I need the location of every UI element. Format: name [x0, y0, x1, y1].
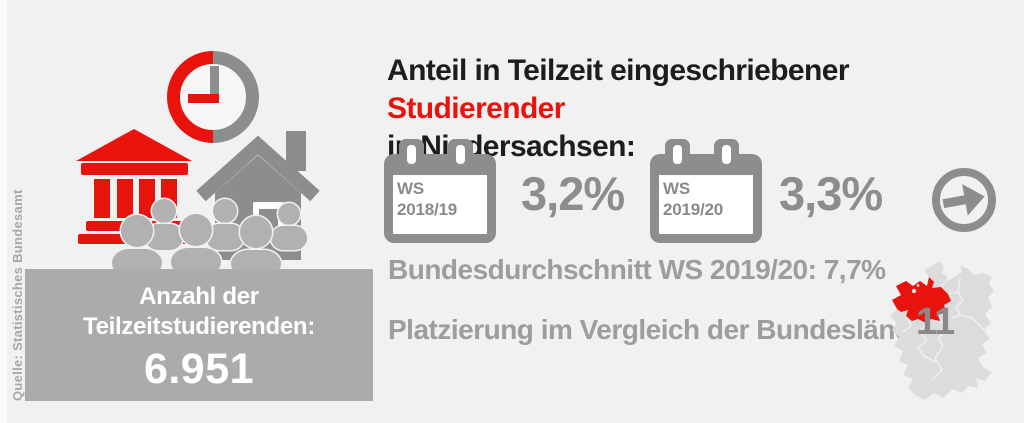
calendar-label: WS 2018/19	[397, 178, 457, 220]
calendar-label: WS 2019/20	[663, 178, 723, 220]
clock-icon	[167, 51, 259, 143]
germany-map-icon	[890, 261, 994, 400]
calendar-label-bottom: 2018/19	[397, 200, 458, 219]
stat-box-value: 6.951	[143, 345, 255, 393]
headline-text: Anteil in Teilzeit eingeschriebener	[387, 54, 850, 87]
state-borders	[902, 277, 985, 381]
share-value-ws-2019-20: 3,3%	[779, 167, 883, 220]
ranking-label: Platzierung im Vergleich der Bundeslände…	[388, 314, 946, 345]
ranking-value: 11	[916, 301, 955, 343]
calendar-ring-icon	[714, 139, 739, 174]
bremen-enclave	[911, 284, 920, 294]
stat-box-label-line2: Teilzeitstudierenden:	[83, 313, 315, 340]
calendar-label-top: WS	[663, 179, 690, 198]
headline: Anteil in Teilzeit eingeschriebener Stud…	[387, 52, 947, 166]
calendar-label-top: WS	[397, 179, 424, 198]
people-icon	[110, 197, 309, 280]
national-average-line: Bundesdurchschnitt WS 2019/20: 7,7%	[388, 254, 886, 285]
calendar-icon-ws-2018-19: WS 2018/19	[384, 139, 496, 243]
headline-highlight: Studierender	[387, 92, 565, 125]
calendar-ring-icon	[448, 139, 473, 174]
left-margin-strip	[0, 0, 7, 423]
share-value-ws-2018-19: 3,2%	[521, 167, 625, 220]
next-arrow-icon[interactable]	[930, 165, 1000, 235]
niedersachsen-region	[892, 277, 951, 323]
calendar-ring-icon	[399, 139, 424, 174]
stat-box: Anzahl der Teilzeitstudierenden: 6.951	[25, 269, 373, 401]
calendar-icon-ws-2019-20: WS 2019/20	[650, 139, 762, 243]
calendar-ring-icon	[665, 139, 690, 174]
stat-box-label-line1: Anzahl der	[139, 283, 259, 310]
calendar-label-bottom: 2019/20	[663, 200, 724, 219]
